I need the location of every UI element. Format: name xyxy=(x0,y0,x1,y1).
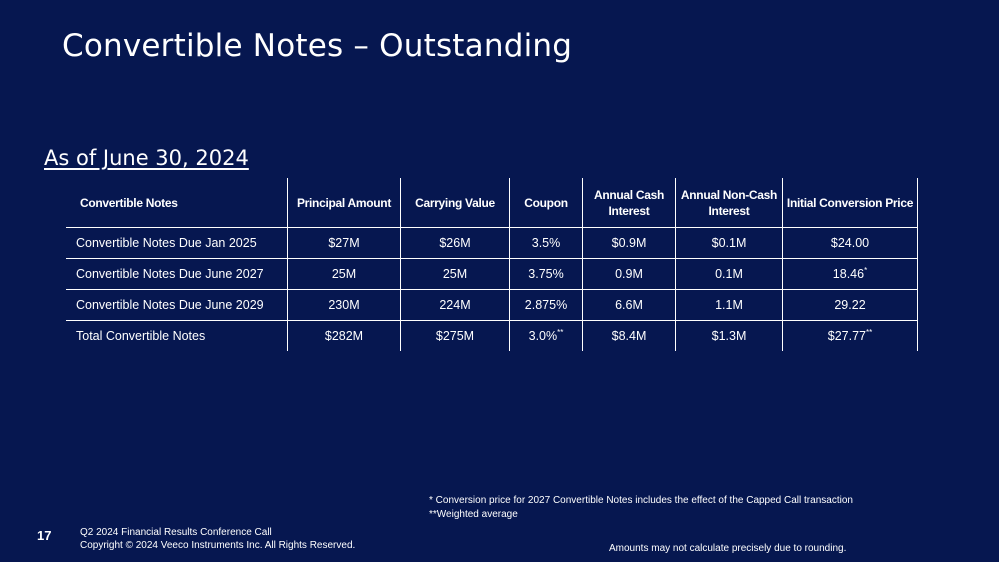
cell-cash-interest: $8.4M xyxy=(582,320,676,351)
cell-noncash-interest: 1.1M xyxy=(675,289,783,321)
coupon-value: 3.75% xyxy=(528,267,564,281)
header-carrying-value: Carrying Value xyxy=(400,178,510,228)
cell-noncash-interest: $1.3M xyxy=(675,320,783,351)
footer: Q2 2024 Financial Results Conference Cal… xyxy=(80,526,355,552)
cell-carrying: $275M xyxy=(400,320,510,351)
cell-name: Convertible Notes Due June 2027 xyxy=(66,258,288,290)
conversion-mark: * xyxy=(864,265,868,275)
cell-cash-interest: $0.9M xyxy=(582,227,676,259)
cell-noncash-interest: $0.1M xyxy=(675,227,783,259)
table-row: Convertible Notes Due Jan 2025 $27M $26M… xyxy=(66,227,918,259)
cell-conversion-price: 29.22 xyxy=(782,289,918,321)
coupon-value: 3.5% xyxy=(531,236,561,250)
cell-cash-interest: 0.9M xyxy=(582,258,676,290)
footer-event: Q2 2024 Financial Results Conference Cal… xyxy=(80,527,272,538)
conversion-value: $27.77 xyxy=(827,329,866,343)
header-annual-noncash-interest: Annual Non-Cash Interest xyxy=(675,178,783,228)
header-initial-conversion-price: Initial Conversion Price xyxy=(782,178,918,228)
table-total-row: Total Convertible Notes $282M $275M 3.0%… xyxy=(66,320,918,351)
page-number: 17 xyxy=(37,528,52,543)
cell-cash-interest: 6.6M xyxy=(582,289,676,321)
cell-principal: $282M xyxy=(287,320,401,351)
cell-coupon: 3.0%** xyxy=(509,320,583,351)
cell-principal: $27M xyxy=(287,227,401,259)
convertible-notes-table: Convertible Notes Principal Amount Carry… xyxy=(66,178,918,351)
header-coupon: Coupon xyxy=(509,178,583,228)
cell-coupon: 3.5% xyxy=(509,227,583,259)
cell-carrying: 25M xyxy=(400,258,510,290)
conversion-mark: ** xyxy=(866,327,873,337)
header-annual-cash-interest: Annual Cash Interest xyxy=(582,178,676,228)
conversion-value: 18.46 xyxy=(832,267,865,281)
cell-name: Total Convertible Notes xyxy=(66,320,288,351)
footnotes: * Conversion price for 2027 Convertible … xyxy=(429,494,853,522)
header-principal-amount: Principal Amount xyxy=(287,178,401,228)
table-row: Convertible Notes Due June 2029 230M 224… xyxy=(66,289,918,321)
footnote-weighted-average: **Weighted average xyxy=(429,509,518,520)
cell-coupon: 3.75% xyxy=(509,258,583,290)
cell-carrying: $26M xyxy=(400,227,510,259)
coupon-value: 3.0% xyxy=(528,329,558,343)
cell-name: Convertible Notes Due Jan 2025 xyxy=(66,227,288,259)
cell-name: Convertible Notes Due June 2029 xyxy=(66,289,288,321)
cell-principal: 230M xyxy=(287,289,401,321)
as-of-date: As of June 30, 2024 xyxy=(44,146,249,170)
footnote-capped-call: * Conversion price for 2027 Convertible … xyxy=(429,495,853,506)
cell-coupon: 2.875% xyxy=(509,289,583,321)
slide-title: Convertible Notes – Outstanding xyxy=(62,28,573,64)
coupon-mark: ** xyxy=(557,327,564,337)
rounding-note: Amounts may not calculate precisely due … xyxy=(609,543,847,554)
coupon-value: 2.875% xyxy=(524,298,568,312)
table-header-row: Convertible Notes Principal Amount Carry… xyxy=(66,178,918,228)
table-row: Convertible Notes Due June 2027 25M 25M … xyxy=(66,258,918,290)
cell-noncash-interest: 0.1M xyxy=(675,258,783,290)
conversion-value: $24.00 xyxy=(830,236,870,250)
header-convertible-notes: Convertible Notes xyxy=(66,178,288,228)
conversion-value: 29.22 xyxy=(834,298,866,312)
cell-carrying: 224M xyxy=(400,289,510,321)
cell-principal: 25M xyxy=(287,258,401,290)
cell-conversion-price: 18.46* xyxy=(782,258,918,290)
footer-copyright: Copyright © 2024 Veeco Instruments Inc. … xyxy=(80,540,356,551)
cell-conversion-price: $24.00 xyxy=(782,227,918,259)
cell-conversion-price: $27.77** xyxy=(782,320,918,351)
